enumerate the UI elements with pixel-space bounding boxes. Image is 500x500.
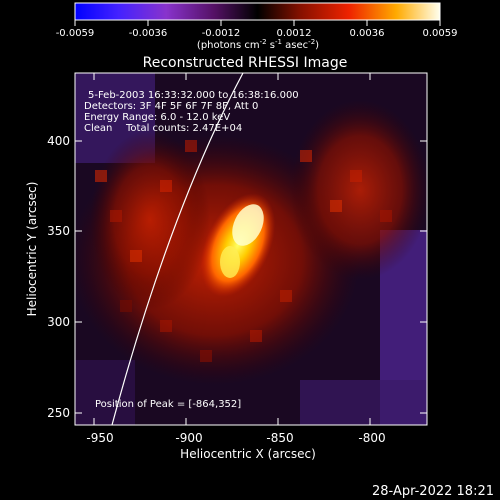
footer-timestamp: 28-Apr-2022 18:21 [372, 484, 494, 499]
solar-limb-line [111, 73, 244, 425]
colorbar-tick-label: -0.0059 [56, 28, 95, 39]
colorbar-ticks [74, 20, 441, 26]
colorbar [74, 2, 441, 21]
x-tick-label: -800 [358, 431, 385, 445]
y-tick-label: 250 [47, 406, 70, 420]
colorbar-tick-label: 0.0012 [277, 28, 312, 39]
x-axis-title: Heliocentric X (arcsec) [180, 447, 316, 461]
clean-text: Clean [84, 123, 112, 134]
y-tick-label: 300 [47, 315, 70, 329]
rhessi-image [75, 73, 427, 425]
energy-range-text: Energy Range: 6.0 - 12.0 keV [84, 112, 230, 123]
x-tick-label: -900 [175, 431, 202, 445]
x-tick-label: -850 [266, 431, 293, 445]
colorbar-tick-label: 0.0036 [350, 28, 385, 39]
y-axis-title: Heliocentric Y (arcsec) [25, 182, 39, 317]
x-tick-label: -950 [86, 431, 113, 445]
axis-tick-marks [75, 73, 427, 425]
plot-frame [74, 72, 428, 426]
y-tick-label: 350 [47, 224, 70, 238]
total-counts-text: Total counts: 2.47E+04 [125, 123, 242, 134]
y-tick-label: 400 [47, 134, 70, 148]
colorbar-tick-label: 0.0059 [423, 28, 458, 39]
colorbar-tick-label: -0.0012 [202, 28, 241, 39]
peak-position-text: Position of Peak = [-864,352] [95, 399, 241, 410]
image-title: Reconstructed RHESSI Image [143, 55, 348, 71]
colorbar-units: (photons cm-2 s-1 asec-2) [197, 38, 319, 51]
colorbar-tick-label: -0.0036 [129, 28, 168, 39]
time-range-text: 5-Feb-2003 16:33:32.000 to 16:38:16.000 [88, 90, 299, 101]
detectors-text: Detectors: 3F 4F 5F 6F 7F 8F, Att 0 [84, 101, 258, 112]
